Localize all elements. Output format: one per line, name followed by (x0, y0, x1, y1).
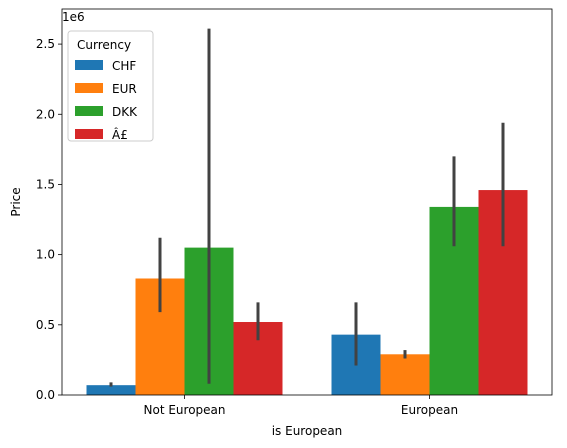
y-tick-label: 0.0 (36, 388, 55, 402)
y-axis-label: Price (9, 187, 23, 216)
legend-swatch (75, 129, 103, 139)
legend-label: Â£ (112, 127, 128, 142)
y-tick-label: 1.5 (36, 177, 55, 191)
y-tick-label: 1.0 (36, 248, 55, 262)
error-bars-layer (109, 28, 505, 387)
bar (380, 354, 430, 395)
x-axis-label: is European (272, 424, 343, 438)
legend-label: DKK (112, 105, 138, 119)
y-scale-label: 1e6 (62, 10, 85, 24)
y-tick-label: 2.0 (36, 107, 55, 121)
x-tick-label: European (401, 403, 458, 417)
legend-label: EUR (112, 82, 137, 96)
x-tick-label: Not European (144, 403, 226, 417)
legend-label: CHF (112, 59, 136, 73)
bars-layer (86, 190, 528, 395)
legend: Currency CHF EUR DKK Â£ (67, 30, 154, 142)
bar (86, 385, 136, 395)
legend-swatch (75, 83, 103, 93)
plot-frame (61, 8, 553, 396)
legend-swatch (75, 60, 103, 70)
y-tick-label: 2.5 (36, 37, 55, 51)
legend-items: CHF EUR DKK Â£ (75, 59, 138, 142)
ticks-layer: 0.0 0.5 1.0 1.5 2.0 2.5 Not European European (36, 37, 458, 417)
y-tick-label: 0.5 (36, 318, 55, 332)
axes-layer (61, 8, 553, 396)
legend-swatch (75, 106, 103, 116)
legend-title: Currency (77, 38, 131, 52)
